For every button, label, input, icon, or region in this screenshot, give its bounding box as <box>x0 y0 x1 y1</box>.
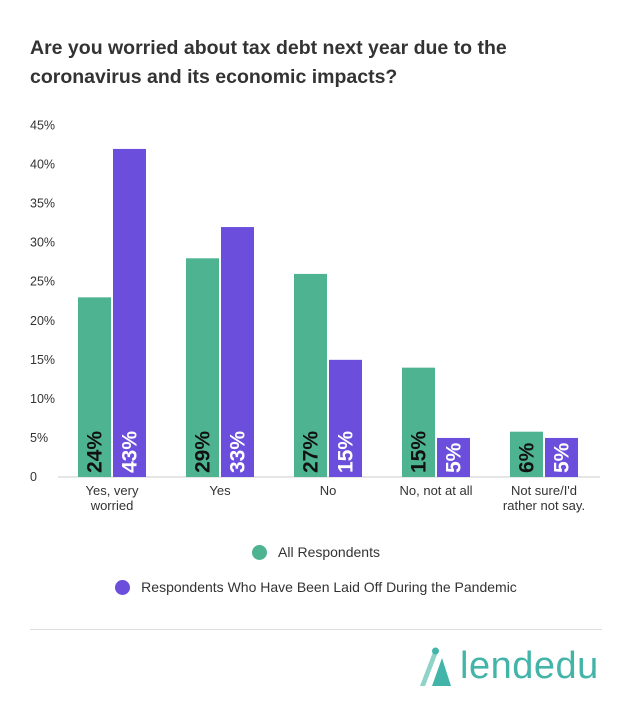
y-tick-label: 25% <box>30 275 55 289</box>
bar <box>402 367 435 477</box>
bar <box>545 437 578 477</box>
y-tick-label: 45% <box>30 119 55 133</box>
footer-divider <box>30 629 602 630</box>
bar-data-label: 5% <box>551 442 574 473</box>
y-tick-label: 20% <box>30 314 55 328</box>
bar <box>437 437 470 477</box>
chart-title: Are you worried about tax debt next year… <box>30 37 507 88</box>
x-tick-label: No, not at all <box>400 483 473 498</box>
lendedu-logo-wordmark: lendedu <box>460 645 599 687</box>
y-tick-label: 35% <box>30 197 55 211</box>
bar-data-label: 6% <box>516 442 539 473</box>
y-axis: 0 5% 10% 15% 20% 25% 30% 35% 40% 45% <box>30 119 55 485</box>
x-axis-categories: Yes, very worried Yes No No, not at all Not s… <box>86 483 586 513</box>
x-tick-label: Not sure/I'd rather not say. <box>503 483 585 513</box>
bar-data-label: 15% <box>335 431 358 473</box>
legend-item-laid-off: Respondents Who Have Been Laid Off Durin… <box>0 579 632 598</box>
bar <box>294 273 327 477</box>
legend-swatch-all <box>252 544 268 560</box>
bar-chart: 0 5% 10% 15% 20% 25% 30% 35% 40% 45% 24% 43% 29% 33%… <box>30 119 600 513</box>
x-tick-label: Yes <box>209 483 231 498</box>
bar <box>221 227 254 477</box>
legend-swatch-laid-off <box>115 579 131 595</box>
y-tick-label: 5% <box>30 431 48 445</box>
bar <box>186 258 219 477</box>
x-tick-label: Yes, very worried <box>86 483 139 513</box>
bar <box>329 359 362 477</box>
lendedu-logo: lendedu <box>416 645 599 688</box>
bars: 24% 43% 29% 33% 27% 15% 15% 5% 6% 5% <box>78 148 578 477</box>
bar <box>510 431 543 477</box>
x-tick-label: No <box>320 483 337 498</box>
legend-item-all-respondents: All Respondents <box>0 544 632 563</box>
bar-data-label: 33% <box>227 431 250 473</box>
bar-data-label: 24% <box>84 431 107 473</box>
lendedu-logo-icon <box>420 647 451 686</box>
bar-data-label: 29% <box>192 431 215 473</box>
bar <box>78 297 111 477</box>
legend-label-all: All Respondents <box>278 544 380 560</box>
legend-label-laid-off: Respondents Who Have Been Laid Off Durin… <box>141 579 517 595</box>
y-tick-label: 40% <box>30 158 55 172</box>
y-tick-label: 0 <box>30 470 37 484</box>
bar-data-label: 27% <box>300 431 323 473</box>
bar-data-label: 43% <box>119 431 142 473</box>
y-tick-label: 30% <box>30 236 55 250</box>
y-tick-label: 10% <box>30 392 55 406</box>
bar-data-label: 5% <box>443 442 466 473</box>
y-tick-label: 15% <box>30 353 55 367</box>
bar <box>113 148 146 477</box>
bar-data-label: 15% <box>408 431 431 473</box>
